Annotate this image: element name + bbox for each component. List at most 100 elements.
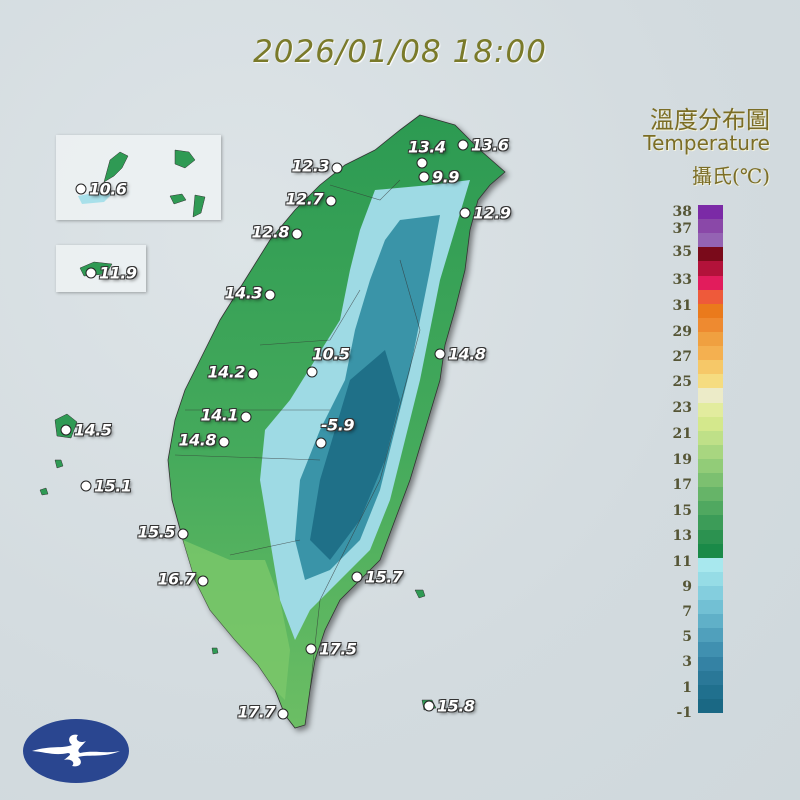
legend-band [698, 289, 723, 304]
station-temperature-label: 16.7 [157, 569, 196, 589]
station-marker[interactable] [457, 139, 469, 151]
legend-tick-label: 19 [672, 452, 692, 468]
station-marker[interactable] [315, 437, 327, 449]
legend-band [698, 585, 723, 601]
station-marker[interactable] [264, 289, 276, 301]
station-temperature-label: 17.7 [237, 702, 276, 722]
legend-band [698, 698, 723, 713]
legend-tick-label: 11 [672, 554, 692, 570]
station-temperature-label: 15.5 [137, 522, 176, 542]
station-marker[interactable] [416, 157, 428, 169]
station-marker[interactable] [351, 571, 363, 583]
station-temperature-label: 13.4 [408, 137, 446, 157]
station-temperature-label: 17.5 [319, 639, 357, 659]
station-marker[interactable] [197, 575, 209, 587]
legend-band [698, 557, 723, 572]
station-marker[interactable] [459, 207, 471, 219]
station-temperature-label: -5.9 [321, 415, 354, 435]
station-marker[interactable] [277, 708, 289, 720]
legend-tick-label: 25 [672, 374, 692, 390]
legend-title-en: Temperature [643, 131, 770, 155]
legend-tick-label: 9 [682, 579, 692, 595]
station-temperature-label: 9.9 [432, 167, 459, 187]
station-marker[interactable] [306, 366, 318, 378]
legend-tick-label: 17 [672, 477, 692, 493]
legend-tick-label: 29 [672, 324, 692, 340]
legend-band [698, 614, 723, 629]
station-temperature-label: 11.9 [99, 263, 137, 283]
legend-band [698, 600, 723, 615]
legend-tick-label: 31 [672, 298, 692, 314]
station-marker[interactable] [218, 436, 230, 448]
station-temperature-label: 14.5 [74, 420, 112, 440]
station-temperature-label: 10.5 [312, 344, 350, 364]
legend-band [698, 628, 723, 643]
station-temperature-label: 15.1 [94, 476, 132, 496]
legend-tick-label: 37 [672, 221, 692, 237]
legend-band [698, 360, 723, 375]
station-marker[interactable] [325, 195, 337, 207]
legend-tick-label: 35 [672, 244, 692, 260]
station-marker[interactable] [331, 162, 343, 174]
legend-tick-label: -1 [676, 705, 692, 721]
timestamp-title: 2026/01/08 18:00 [253, 34, 547, 70]
station-marker[interactable] [434, 348, 446, 360]
legend-band [698, 261, 723, 276]
station-temperature-label: 12.3 [291, 156, 330, 176]
legend-band [698, 317, 723, 332]
legend-tick-label: 1 [682, 680, 692, 696]
station-temperature-label: 14.8 [178, 430, 217, 450]
southwest-plain [183, 540, 290, 700]
station-marker[interactable] [177, 528, 189, 540]
legend-band [698, 656, 723, 671]
legend-tick-label: 27 [672, 349, 692, 365]
legend-band [698, 331, 723, 347]
legend-tick-label: 23 [672, 400, 692, 416]
station-temperature-label: 14.8 [448, 344, 486, 364]
legend-tick-label: 33 [672, 272, 692, 288]
station-temperature-label: 10.6 [89, 179, 127, 199]
matsu-cold-island [78, 192, 112, 204]
legend-band [698, 275, 723, 290]
legend-band [698, 416, 723, 431]
station-temperature-label: 12.9 [473, 203, 511, 223]
station-temperature-label: 14.1 [200, 405, 239, 425]
legend-band [698, 458, 723, 474]
legend-tick-label: 38 [672, 204, 692, 220]
legend-band [698, 670, 723, 685]
station-marker[interactable] [418, 171, 430, 183]
mountain-peaks [310, 350, 400, 560]
legend-band [698, 219, 723, 234]
legend-band [698, 402, 723, 417]
station-marker[interactable] [75, 183, 87, 195]
legend-band [698, 543, 723, 558]
legend-band [698, 515, 723, 530]
legend-band [698, 346, 723, 361]
legend-tick-label: 13 [672, 528, 692, 544]
legend-tick-label: 3 [682, 654, 692, 670]
station-marker[interactable] [240, 411, 252, 423]
station-temperature-label: 15.8 [437, 696, 475, 716]
temperature-color-scale [698, 205, 723, 713]
legend-band [698, 374, 723, 389]
station-temperature-label: 14.3 [224, 283, 263, 303]
legend-band [698, 487, 723, 502]
station-marker[interactable] [423, 700, 435, 712]
legend-band [698, 233, 723, 248]
station-marker[interactable] [305, 643, 317, 655]
station-marker[interactable] [247, 368, 259, 380]
station-marker[interactable] [85, 267, 97, 279]
legend-tick-label: 7 [682, 604, 692, 620]
legend-band [698, 388, 723, 403]
legend-band [698, 444, 723, 459]
station-temperature-label: 14.2 [207, 362, 246, 382]
station-marker[interactable] [291, 228, 303, 240]
station-temperature-label: 12.7 [285, 189, 324, 209]
station-marker[interactable] [60, 424, 72, 436]
legend-unit: 攝氏(℃) [692, 164, 770, 188]
county-borders [174, 179, 421, 691]
station-marker[interactable] [80, 480, 92, 492]
station-temperature-label: 13.6 [471, 135, 509, 155]
legend-tick-label: 21 [672, 426, 692, 442]
